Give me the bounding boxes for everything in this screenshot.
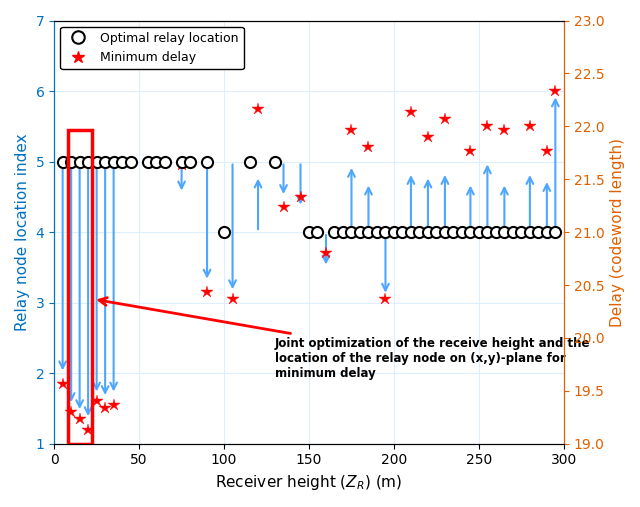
Y-axis label: Relay node location index: Relay node location index bbox=[15, 133, 30, 331]
Y-axis label: Delay (codeword length): Delay (codeword length) bbox=[610, 137, 625, 327]
Legend: Optimal relay location, Minimum delay: Optimal relay location, Minimum delay bbox=[60, 27, 244, 69]
X-axis label: Receiver height ($Z_R$) (m): Receiver height ($Z_R$) (m) bbox=[215, 473, 403, 492]
Text: Joint optimization of the receive height and the
location of the relay node on (: Joint optimization of the receive height… bbox=[99, 298, 591, 380]
Bar bbox=[68, 130, 92, 444]
